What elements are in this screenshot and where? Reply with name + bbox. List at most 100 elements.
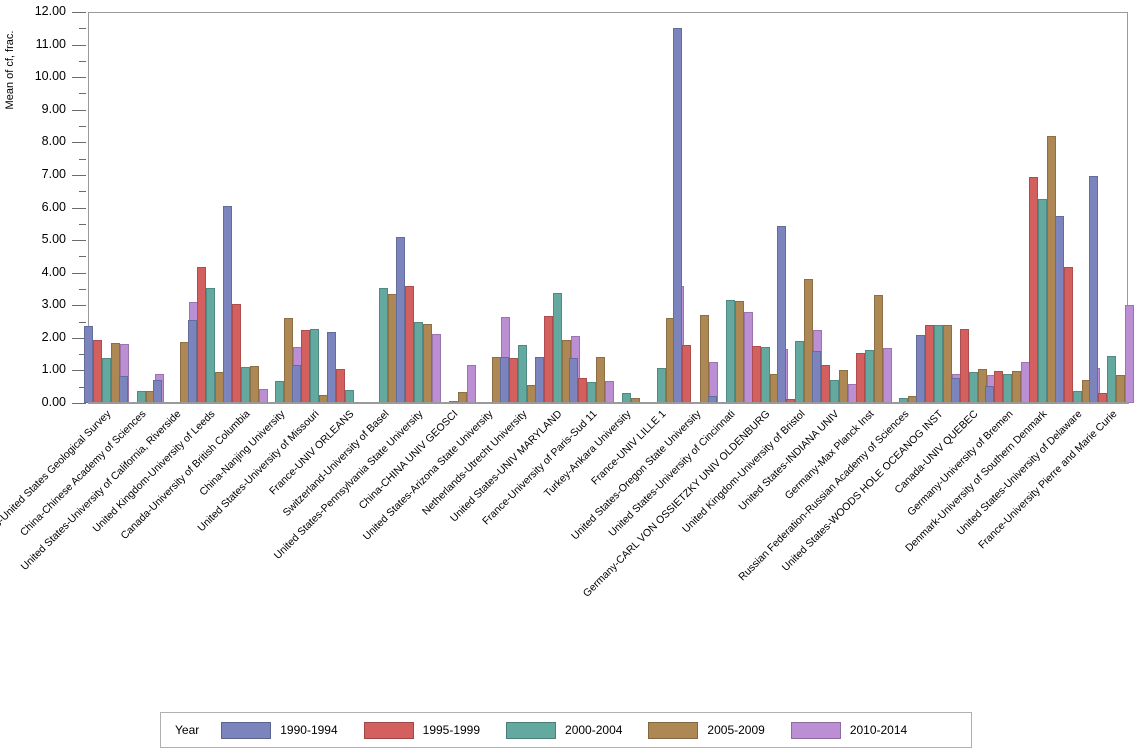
bar[interactable] — [924, 325, 934, 403]
bar[interactable] — [673, 27, 683, 403]
bar[interactable] — [933, 325, 943, 403]
bar[interactable] — [569, 358, 579, 403]
bar[interactable] — [101, 358, 111, 403]
bar[interactable] — [543, 315, 553, 403]
bar[interactable] — [196, 266, 206, 403]
bar[interactable] — [587, 381, 597, 403]
y-tick — [72, 44, 86, 46]
bar[interactable] — [118, 375, 128, 403]
x-axis-label: United States-Arizona State University — [360, 408, 496, 543]
bar[interactable] — [820, 364, 830, 403]
bar[interactable] — [1063, 267, 1073, 403]
bar[interactable] — [725, 299, 735, 403]
bar-group — [395, 12, 441, 403]
bar[interactable] — [1125, 305, 1134, 403]
legend-item[interactable]: 2005-2009 — [648, 721, 765, 739]
y-tick-minor — [79, 386, 86, 388]
bar[interactable] — [508, 358, 518, 403]
x-axis-label: United Kingdom-University of Bristol — [679, 408, 808, 536]
bar[interactable] — [92, 340, 102, 403]
bars-container — [83, 12, 1134, 403]
y-tick — [72, 403, 86, 404]
bar[interactable] — [240, 367, 250, 403]
bar[interactable] — [499, 356, 509, 403]
legend-swatch — [790, 721, 841, 739]
bar[interactable] — [231, 304, 241, 403]
x-axis-label: France-UNIV LILLE 1 — [589, 408, 669, 488]
y-tick-label: 9.00 — [41, 101, 66, 116]
bar[interactable] — [335, 368, 345, 403]
y-tick-minor — [79, 223, 86, 225]
bar[interactable] — [959, 328, 969, 403]
bar[interactable] — [379, 288, 389, 403]
bar[interactable] — [153, 380, 163, 403]
y-tick — [72, 174, 86, 176]
bar-group — [222, 12, 268, 403]
y-tick-minor — [79, 60, 86, 62]
bar[interactable] — [985, 386, 995, 403]
bar[interactable] — [309, 328, 319, 403]
legend-label: 1990-1994 — [280, 723, 338, 737]
bar[interactable] — [1003, 374, 1013, 403]
bar[interactable] — [777, 226, 787, 403]
y-tick-minor — [79, 158, 86, 160]
y-tick-minor — [79, 256, 86, 258]
bar[interactable] — [1037, 199, 1047, 403]
x-axis-label: China-Nanjing University — [196, 408, 288, 499]
bar[interactable] — [275, 380, 285, 403]
legend-title: Year — [175, 723, 200, 737]
bar[interactable] — [187, 319, 197, 403]
bar[interactable] — [300, 329, 310, 403]
x-axis-label: United States-Pennsylvania State Univers… — [272, 408, 426, 562]
bar[interactable] — [760, 346, 770, 403]
bar[interactable] — [291, 364, 301, 403]
legend-item[interactable]: 2000-2004 — [506, 721, 622, 739]
legend-item[interactable]: 1990-1994 — [221, 721, 338, 739]
bar[interactable] — [534, 357, 544, 403]
bar[interactable] — [950, 377, 960, 403]
bar[interactable] — [404, 285, 414, 403]
x-axis-label: Switzerland-University of Basel — [280, 408, 392, 519]
bar[interactable] — [864, 350, 874, 403]
legend-item[interactable]: 1995-1999 — [363, 721, 480, 739]
x-axis-label: Turkey-Ankara University — [542, 408, 634, 500]
bar[interactable] — [1054, 215, 1064, 403]
bar[interactable] — [205, 288, 215, 403]
legend-label: 2005-2009 — [707, 723, 765, 737]
bar[interactable] — [795, 341, 805, 403]
y-tick-label: 1.00 — [41, 362, 66, 377]
legend-swatch — [648, 721, 699, 739]
bar[interactable] — [855, 353, 865, 403]
legend-item[interactable]: 2010-2014 — [790, 721, 908, 739]
x-axis-label: Denmark-University of Southern Denmark — [903, 408, 1050, 555]
bar[interactable] — [751, 345, 761, 403]
bar[interactable] — [915, 334, 925, 403]
y-tick-label: 12.00 — [34, 4, 66, 18]
bar[interactable] — [222, 205, 232, 403]
legend-label: 2010-2014 — [849, 723, 908, 737]
bar[interactable] — [83, 326, 93, 403]
bar[interactable] — [1089, 175, 1099, 403]
bar[interactable] — [994, 371, 1004, 403]
bar[interactable] — [656, 367, 666, 403]
bar[interactable] — [968, 372, 978, 403]
bar[interactable] — [552, 292, 562, 403]
bar[interactable] — [1107, 355, 1117, 403]
bar[interactable] — [1028, 176, 1038, 403]
bar-group — [569, 12, 615, 403]
y-tick-minor — [79, 354, 86, 356]
y-tick-label: 6.00 — [41, 199, 66, 214]
bar[interactable] — [578, 377, 588, 403]
bar[interactable] — [1116, 375, 1126, 403]
x-axis-label: China-CHINA UNIV GEOSCI — [356, 408, 461, 512]
bar[interactable] — [326, 331, 336, 403]
bar[interactable] — [517, 345, 527, 403]
bar[interactable] — [413, 322, 423, 403]
x-axis-label: Canada-University of British Columbia — [118, 408, 253, 542]
bar[interactable] — [395, 237, 405, 403]
bar[interactable] — [829, 379, 839, 403]
bar[interactable] — [682, 345, 692, 403]
bar[interactable] — [811, 350, 821, 403]
y-tick-minor — [79, 28, 86, 30]
bar-group — [673, 12, 719, 403]
